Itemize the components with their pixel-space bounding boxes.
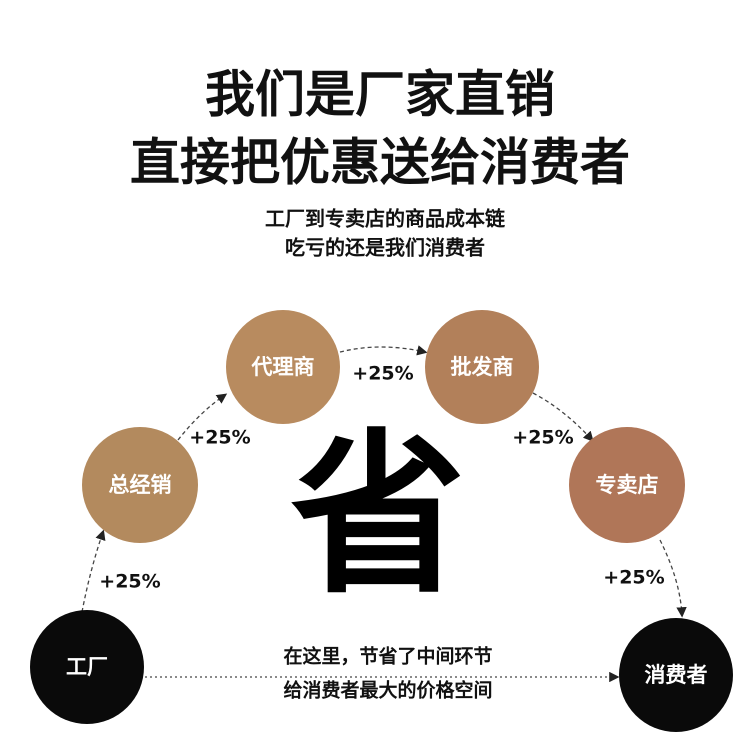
node-label: 消费者 <box>645 663 708 687</box>
node-circle <box>569 427 685 543</box>
node-label: 代理商 <box>251 355 315 379</box>
title-line: 直接把优惠送给消费者 <box>130 134 630 192</box>
markup-label: +25% <box>512 427 573 449</box>
node-label: 总经销 <box>109 473 172 497</box>
markup-label: +25% <box>189 427 250 449</box>
node-label: 工厂 <box>66 655 108 679</box>
subtitle-line: 吃亏的还是我们消费者 <box>285 236 485 260</box>
center-char: 省 <box>291 415 466 618</box>
node-circle <box>82 427 198 543</box>
bottom-line: 在这里，节省了中间环节 <box>283 645 492 668</box>
markup-label: +25% <box>603 567 664 589</box>
bottom-line: 给消费者最大的价格空间 <box>283 679 492 702</box>
markup-label: +25% <box>99 571 160 593</box>
node-label: 批发商 <box>451 355 514 379</box>
flow-arrow <box>339 345 428 356</box>
flow-arrow <box>177 393 228 441</box>
flow-arrow <box>659 539 687 618</box>
node-circle <box>425 310 539 424</box>
node-circle <box>619 618 733 732</box>
node-circle <box>30 610 144 724</box>
node-circle <box>226 310 340 424</box>
node-label: 专卖店 <box>596 473 659 497</box>
flow-arrow <box>81 529 106 613</box>
markup-label: +25% <box>352 363 413 385</box>
flow-arrow <box>532 392 594 442</box>
title-line: 我们是厂家直销 <box>205 66 555 124</box>
subtitle-line: 工厂到专卖店的商品成本链 <box>265 207 506 231</box>
